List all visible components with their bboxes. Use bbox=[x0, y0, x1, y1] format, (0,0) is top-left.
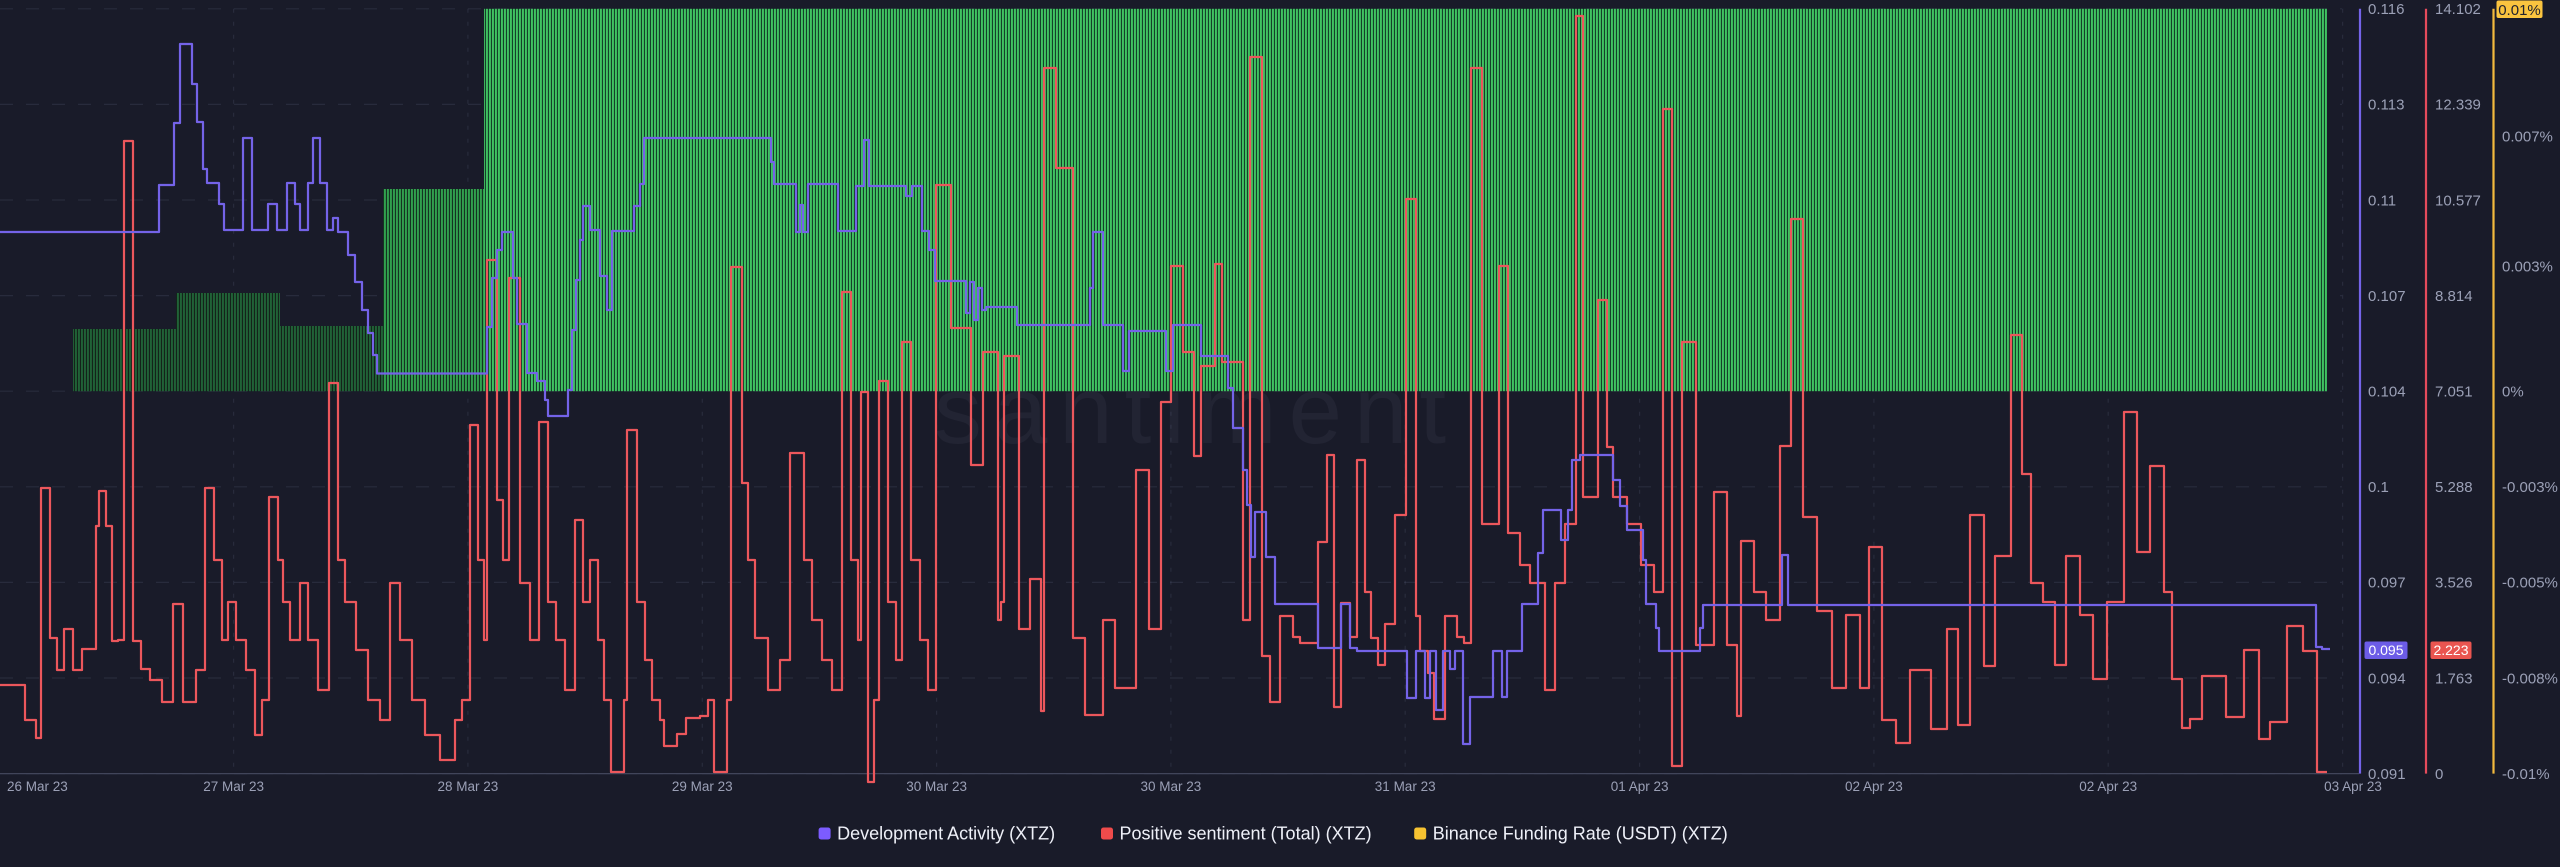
svg-text:0.091: 0.091 bbox=[2368, 766, 2406, 783]
svg-text:8.814: 8.814 bbox=[2435, 288, 2473, 305]
svg-text:Development Activity (XTZ): Development Activity (XTZ) bbox=[837, 824, 1055, 844]
svg-text:0.116: 0.116 bbox=[2368, 1, 2404, 18]
svg-text:0.094: 0.094 bbox=[2368, 670, 2406, 687]
svg-text:-0.01%: -0.01% bbox=[2502, 766, 2550, 783]
svg-text:14.102: 14.102 bbox=[2435, 1, 2481, 18]
svg-text:0.095: 0.095 bbox=[2368, 642, 2403, 658]
svg-text:0%: 0% bbox=[2502, 384, 2524, 401]
svg-text:12.339: 12.339 bbox=[2435, 97, 2481, 114]
svg-text:3.526: 3.526 bbox=[2435, 575, 2473, 592]
svg-text:0.1: 0.1 bbox=[2368, 479, 2389, 496]
svg-text:0.104: 0.104 bbox=[2368, 384, 2406, 401]
svg-text:0.11: 0.11 bbox=[2368, 192, 2396, 209]
svg-text:28 Mar 23: 28 Mar 23 bbox=[438, 779, 499, 794]
svg-text:0.113: 0.113 bbox=[2368, 97, 2404, 114]
svg-text:0.007%: 0.007% bbox=[2502, 128, 2553, 145]
svg-text:01 Apr 23: 01 Apr 23 bbox=[1611, 779, 1669, 794]
svg-text:02 Apr 23: 02 Apr 23 bbox=[2079, 779, 2137, 794]
svg-text:0.107: 0.107 bbox=[2368, 288, 2406, 305]
svg-text:26 Mar 23: 26 Mar 23 bbox=[7, 779, 68, 794]
svg-text:10.577: 10.577 bbox=[2435, 192, 2481, 209]
svg-text:2.223: 2.223 bbox=[2433, 642, 2468, 658]
svg-text:0.097: 0.097 bbox=[2368, 575, 2406, 592]
svg-text:03 Apr 23: 03 Apr 23 bbox=[2324, 779, 2382, 794]
svg-text:0: 0 bbox=[2435, 766, 2443, 783]
svg-text:31 Mar 23: 31 Mar 23 bbox=[1375, 779, 1436, 794]
svg-text:1.763: 1.763 bbox=[2435, 670, 2473, 687]
svg-text:Binance Funding Rate (USDT) (X: Binance Funding Rate (USDT) (XTZ) bbox=[1433, 824, 1728, 844]
svg-text:0.01%: 0.01% bbox=[2498, 2, 2541, 19]
svg-text:30 Mar 23: 30 Mar 23 bbox=[906, 779, 967, 794]
svg-text:0.003%: 0.003% bbox=[2502, 258, 2553, 275]
svg-text:-0.005%: -0.005% bbox=[2502, 575, 2558, 592]
svg-text:5.288: 5.288 bbox=[2435, 479, 2473, 496]
svg-text:02 Apr 23: 02 Apr 23 bbox=[1845, 779, 1903, 794]
svg-text:29 Mar 23: 29 Mar 23 bbox=[672, 779, 733, 794]
svg-text:27 Mar 23: 27 Mar 23 bbox=[203, 779, 264, 794]
svg-text:7.051: 7.051 bbox=[2435, 384, 2473, 401]
svg-text:Positive sentiment (Total) (XT: Positive sentiment (Total) (XTZ) bbox=[1120, 824, 1372, 844]
svg-text:-0.008%: -0.008% bbox=[2502, 670, 2558, 687]
svg-text:30 Mar 23: 30 Mar 23 bbox=[1141, 779, 1202, 794]
svg-text:-0.003%: -0.003% bbox=[2502, 479, 2558, 496]
